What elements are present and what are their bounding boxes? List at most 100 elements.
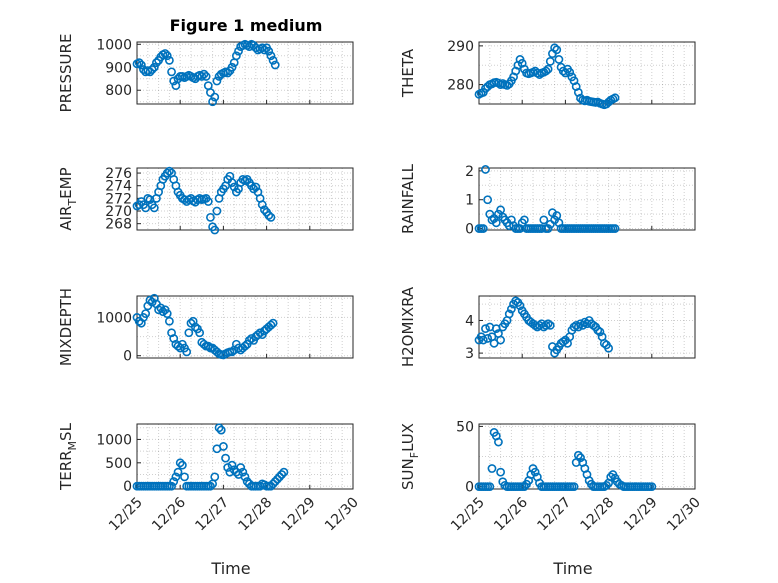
data-point [227,347,237,357]
data-point [136,60,146,70]
x-tick-label: 12/29 [621,495,661,535]
data-point [539,215,549,225]
data-point [496,335,505,345]
data-point [264,211,274,220]
data-point [481,165,490,174]
x-tick-label: 12/27 [192,495,232,535]
data-point [210,472,220,482]
data-point [244,335,254,345]
data-point [554,55,564,64]
data-point [268,318,278,328]
y-tick-label: 274 [105,179,132,195]
x-axis-label: Time [552,559,592,578]
data-point [257,200,267,210]
subplot-rainfall: 0 1 2 RAINFALL [399,163,696,238]
y-tick-label: 3 [465,346,474,362]
data-point [545,56,555,66]
data-point [184,328,194,338]
subplot-h2omixra: 3 4 H2OMIXRA [399,286,696,367]
data-point [212,76,222,86]
data-point [483,82,493,91]
data-point [519,482,529,491]
data-point [541,320,551,330]
data-point [494,437,503,447]
y-tick-label: 268 [105,217,132,233]
data-point [195,328,205,338]
data-point [487,464,497,473]
data-point [158,307,168,317]
y-tick-label: 272 [105,191,132,207]
data-point [208,97,217,107]
data-point [647,482,657,491]
plot-area [136,167,354,231]
data-point [260,205,269,215]
data-point [210,92,220,102]
data-point [164,55,174,65]
data-point [199,339,209,349]
data-point [216,425,226,435]
data-point [203,341,213,351]
data-point [206,481,215,491]
data-point [238,467,248,477]
data-point [599,338,609,348]
y-tick-label: 0 [123,479,132,495]
y-tick-label: 290 [447,39,474,55]
y-tick-label: 1000 [96,37,132,53]
data-point [543,319,553,329]
x-tick-label: 12/28 [578,495,618,535]
data-point [162,51,172,61]
data-point [206,88,215,97]
data-point [164,316,174,326]
y-axis-label: RAINFALL [399,163,417,234]
data-point [149,203,159,213]
data-point [171,472,181,482]
data-point [478,224,488,233]
data-point [543,224,553,233]
x-axis-label: Time [210,559,250,578]
y-axis-label: PRESSURE [57,34,75,113]
data-point [543,64,553,74]
data-point [552,45,562,55]
data-point [167,481,176,491]
y-axis-label: AIRTEMP [57,167,79,230]
subplot-sun-flux: 0 50 12/25 12/26 12/27 12/28 12/29 12/30 SUNFLUX… [399,419,704,578]
data-point [545,320,555,330]
x-tick-label: 12/27 [534,495,574,535]
y-axis-label: MIXDEPTH [57,288,75,366]
data-point [275,472,284,482]
data-point [483,195,493,205]
y-tick-label: 0 [123,349,132,365]
data-point [229,182,239,192]
data-point [149,62,159,72]
data-point [610,224,620,233]
data-point [511,296,521,306]
subplot-mixdepth: 0 1000 MIXDEPTH [57,288,354,366]
data-point [227,460,237,470]
subplot-pressure: 800 900 1000 PRESSURE [57,34,354,113]
y-tick-label: 1000 [96,432,132,448]
figure-title: Figure 1 medium [170,16,323,35]
data-point [227,62,237,72]
data-point [576,453,585,463]
plot-area [136,41,354,105]
data-point [218,442,228,451]
data-point [573,450,583,460]
data-point [519,215,529,225]
y-tick-label: 50 [456,419,474,435]
data-point [270,60,280,70]
data-point [478,335,488,345]
data-point [221,453,230,463]
data-point [231,51,241,61]
data-point [277,470,287,479]
x-tick-label: 12/28 [236,495,276,535]
data-point [203,197,213,206]
data-point [491,218,501,228]
data-point [242,477,252,486]
y-tick-label: 280 [447,78,474,94]
data-point [558,337,568,347]
y-tick-label: 500 [105,456,132,472]
y-tick-label: 276 [105,166,132,182]
data-point [593,325,603,335]
